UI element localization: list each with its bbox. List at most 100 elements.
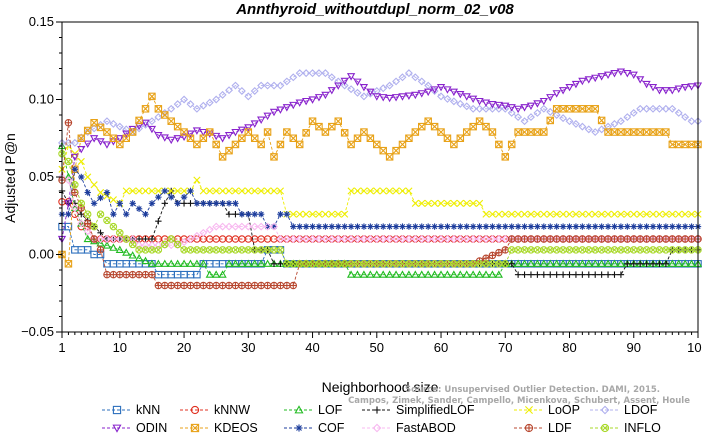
point-ldf [212, 281, 220, 290]
point-inflo [488, 260, 497, 268]
legend-label: LDF [548, 421, 572, 434]
point-ldof [616, 117, 625, 126]
point-ldof [546, 107, 555, 116]
point-kdeos [270, 153, 278, 161]
point-cof [431, 223, 438, 230]
point-loop [675, 210, 683, 218]
point-ldof [565, 117, 574, 126]
point-loop [77, 157, 85, 166]
point-lof [173, 259, 182, 267]
point-lof [565, 259, 574, 267]
point-fastabod [314, 235, 323, 243]
point-cof [290, 223, 297, 230]
point-cof [540, 223, 548, 230]
point-odin [584, 76, 593, 84]
point-fastabod [417, 235, 426, 243]
point-loop [347, 187, 355, 195]
series-line-odin [61, 71, 699, 240]
point-odin [289, 101, 298, 110]
point-ldf [148, 270, 156, 279]
point-ldof [347, 85, 356, 94]
point-fastabod [199, 228, 208, 237]
point-loop [341, 210, 349, 218]
point-ldof [443, 94, 452, 103]
point-fastabod [173, 241, 182, 250]
point-lof [552, 259, 561, 267]
point-ldof [147, 117, 156, 126]
point-loop [636, 210, 644, 218]
point-odin [102, 141, 112, 149]
legend-swatch-marker [600, 405, 610, 415]
legend-item-fastabod: FastABOD [362, 421, 456, 434]
point-simplifiedlof [592, 271, 599, 278]
point-knn [83, 246, 92, 254]
point-odin [122, 130, 131, 138]
point-odin [398, 93, 407, 101]
point-fastabod [64, 176, 73, 185]
point-loop [469, 199, 477, 207]
point-ldf [244, 281, 253, 290]
point-ldof [520, 117, 529, 126]
point-ldof [282, 77, 291, 86]
point-odin [655, 87, 664, 95]
point-ldof [501, 104, 510, 113]
point-ldof [135, 124, 144, 133]
point-cof [399, 223, 406, 230]
point-odin [346, 73, 356, 81]
point-ldof [186, 100, 195, 109]
series-lof [57, 141, 702, 278]
point-ldf [533, 235, 542, 243]
point-ldf [167, 281, 175, 290]
series-kdeos [58, 92, 702, 268]
point-ldof [180, 95, 189, 104]
point-ldof [604, 122, 613, 131]
point-loop [84, 173, 92, 181]
point-loop [398, 187, 407, 195]
point-kdeos [398, 140, 407, 149]
point-odin [314, 94, 324, 102]
point-lof [154, 259, 163, 267]
point-inflo [533, 246, 542, 254]
point-cof [212, 200, 220, 207]
point-ldof [167, 104, 176, 113]
point-ldof [597, 125, 606, 134]
point-loop [360, 187, 368, 195]
point-ldof [488, 104, 497, 113]
point-kdeos [77, 134, 86, 143]
point-fastabod [244, 222, 253, 231]
point-lof [218, 270, 227, 278]
point-odin [89, 135, 99, 143]
legend-item-simplifiedlof: SimplifiedLOF [362, 403, 475, 417]
point-ldf [591, 235, 599, 243]
legend-label: ODIN [136, 421, 167, 434]
point-odin [462, 93, 471, 101]
point-cof [508, 223, 515, 230]
legend-label: kNNW [214, 403, 250, 417]
point-fastabod [128, 235, 137, 243]
point-cof [155, 193, 162, 201]
point-fastabod [327, 235, 336, 243]
legend-item-kdeos: KDEOS [180, 421, 258, 434]
point-cof [611, 223, 618, 230]
point-ldof [115, 122, 124, 131]
legend-swatch-marker [112, 424, 122, 433]
point-kdeos [674, 140, 683, 149]
point-loop [572, 210, 580, 218]
point-ldof [398, 73, 407, 82]
point-kdeos [507, 140, 516, 149]
point-odin [642, 80, 651, 89]
point-kdeos [450, 140, 458, 149]
point-ldf [96, 246, 105, 254]
legend-item-loop: LoOP [514, 403, 580, 417]
point-fastabod [456, 235, 465, 243]
point-cof [681, 223, 689, 230]
point-ldf [206, 281, 214, 290]
point-lof [668, 259, 677, 267]
point-cof [245, 211, 252, 218]
point-cof [527, 223, 535, 230]
point-ldof [205, 98, 214, 107]
point-ldof [584, 125, 593, 134]
point-inflo [122, 235, 130, 243]
point-odin [353, 78, 362, 87]
